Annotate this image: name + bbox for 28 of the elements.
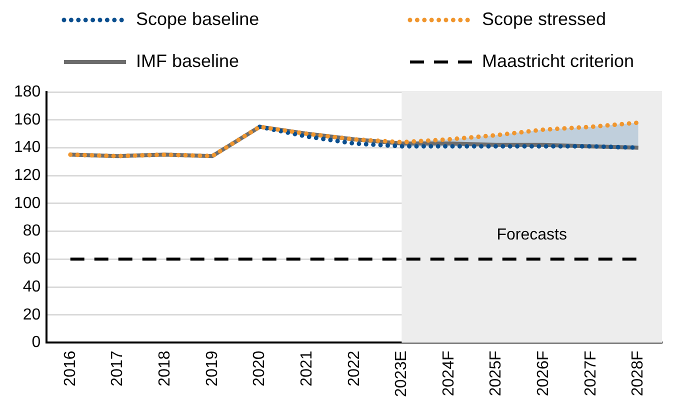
y-tick-label: 100 <box>14 194 41 212</box>
y-tick-label: 140 <box>14 139 41 156</box>
x-tick-label: 2019 <box>204 350 221 386</box>
y-tick-label: 160 <box>14 111 41 128</box>
x-tick-label: 2018 <box>156 350 174 386</box>
legend-label: Maastricht criterion <box>482 50 634 71</box>
y-tick-label: 60 <box>22 250 41 268</box>
x-tick-label: 2026F <box>535 350 552 396</box>
legend-label: Scope baseline <box>136 8 260 29</box>
y-tick-label: 80 <box>22 222 41 240</box>
y-tick-label: 40 <box>22 278 41 296</box>
y-tick-label: 180 <box>14 83 41 100</box>
x-tick-label: 2024F <box>440 350 458 396</box>
legend-label: Scope stressed <box>482 8 606 29</box>
x-tick-label: 2025F <box>488 350 505 396</box>
x-tick-label: 2028F <box>630 350 647 396</box>
x-tick-label: 2020 <box>251 350 268 386</box>
x-tick-label: 2016 <box>62 350 79 386</box>
x-tick-label: 2017 <box>109 350 126 386</box>
x-tick-label: 2021 <box>298 350 316 386</box>
x-tick-label: 2022 <box>346 350 363 386</box>
y-tick-label: 20 <box>22 306 41 324</box>
band-label: Forecasts <box>496 226 567 244</box>
y-tick-label: 0 <box>32 334 41 352</box>
legend-label: IMF baseline <box>136 50 240 71</box>
y-tick-label: 120 <box>14 166 41 184</box>
x-tick-label: 2027F <box>582 350 600 396</box>
x-tick-label: 2023E <box>393 350 410 397</box>
